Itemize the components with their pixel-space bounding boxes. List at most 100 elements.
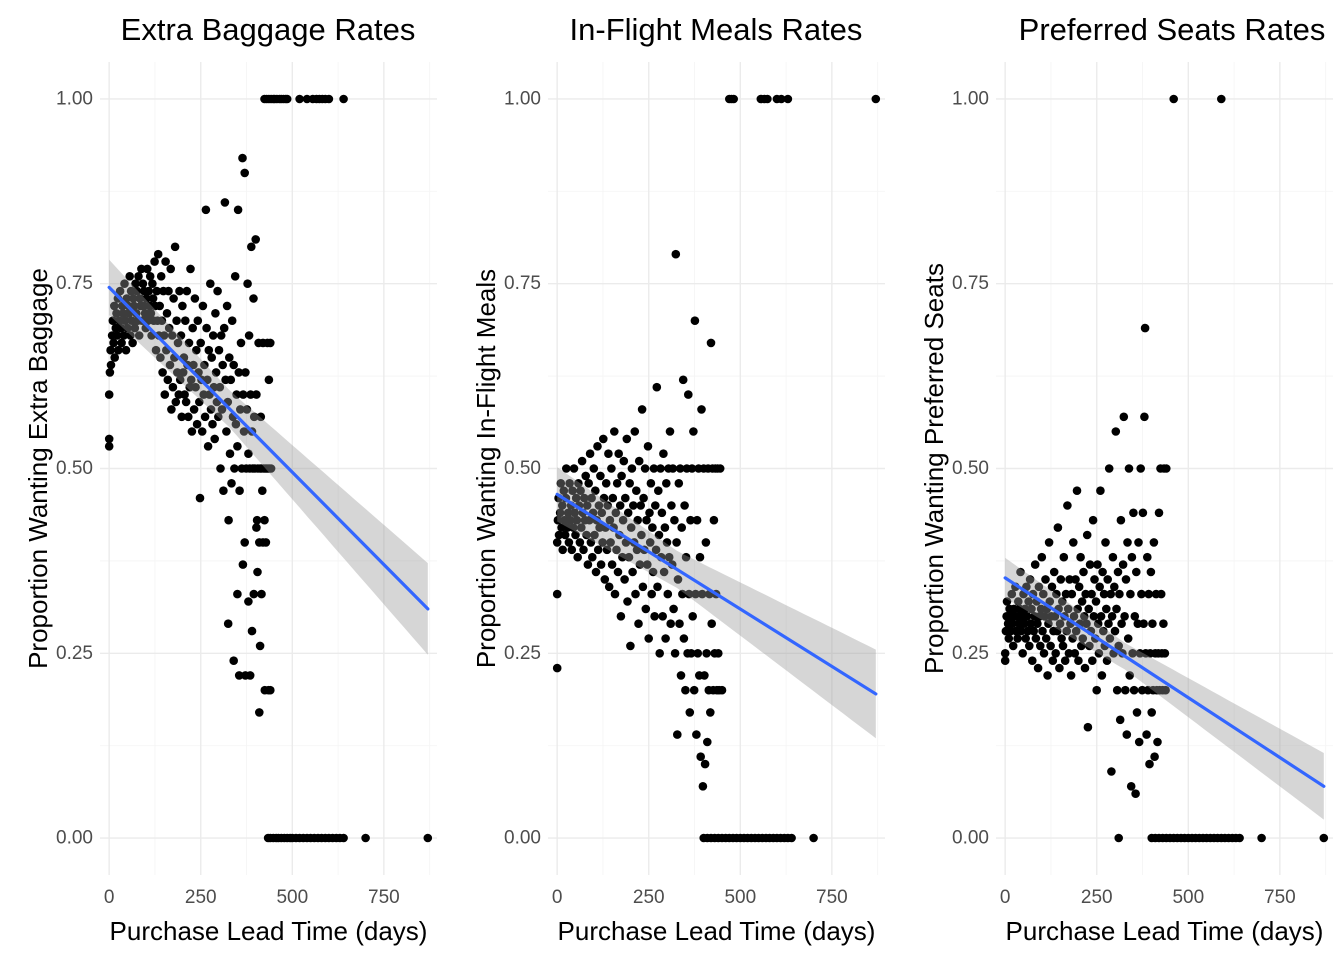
data-point xyxy=(245,671,255,680)
data-point xyxy=(258,538,268,547)
data-point xyxy=(167,405,176,414)
data-point xyxy=(698,782,708,791)
data-point xyxy=(1132,708,1142,717)
data-point xyxy=(206,279,215,289)
data-point xyxy=(1027,604,1036,614)
data-point xyxy=(618,552,627,562)
data-point xyxy=(642,515,651,525)
y-tick-label: 0.50 xyxy=(952,458,989,479)
data-point xyxy=(777,94,786,104)
data-point xyxy=(645,538,655,547)
data-point xyxy=(1069,538,1078,547)
data-point xyxy=(648,523,657,532)
data-point xyxy=(110,353,119,362)
data-point xyxy=(576,486,585,496)
data-point xyxy=(715,464,725,473)
data-point xyxy=(620,575,629,584)
data-point xyxy=(662,538,672,547)
data-point xyxy=(673,575,683,584)
data-point xyxy=(1156,589,1166,599)
x-tick-label: 250 xyxy=(185,887,217,908)
data-point xyxy=(692,515,702,525)
data-point xyxy=(1126,782,1136,791)
data-point xyxy=(231,419,241,429)
data-point xyxy=(176,331,186,340)
data-point xyxy=(1044,538,1054,547)
data-point xyxy=(1033,663,1043,673)
data-point xyxy=(1125,671,1134,680)
x-tick-label: 0 xyxy=(1000,887,1011,908)
data-point xyxy=(1008,619,1017,628)
data-point xyxy=(555,508,565,518)
y-tick-label: 1.00 xyxy=(56,88,93,109)
data-point xyxy=(1114,641,1123,651)
data-point xyxy=(1106,589,1115,599)
data-point xyxy=(575,538,585,547)
data-point xyxy=(255,641,265,651)
data-point xyxy=(702,649,711,658)
data-point xyxy=(626,641,635,651)
data-point xyxy=(1142,730,1151,739)
data-point xyxy=(239,427,249,436)
data-point xyxy=(1119,412,1129,422)
data-point xyxy=(649,464,659,473)
data-point xyxy=(109,338,118,348)
data-point xyxy=(598,538,607,547)
data-point xyxy=(600,575,610,584)
scatter-points xyxy=(1000,94,1329,843)
data-point xyxy=(608,493,618,503)
data-point xyxy=(1138,508,1148,518)
data-point xyxy=(129,294,138,303)
data-point xyxy=(1094,649,1104,658)
data-point xyxy=(1085,560,1095,569)
x-tick-label: 250 xyxy=(633,887,665,908)
data-point xyxy=(717,685,727,695)
data-point xyxy=(1101,538,1110,547)
data-point xyxy=(226,375,236,385)
data-point xyxy=(689,685,699,695)
data-point xyxy=(1079,567,1088,577)
data-point xyxy=(687,464,697,473)
data-point xyxy=(1024,597,1033,606)
data-point xyxy=(688,612,697,621)
data-point xyxy=(588,552,597,562)
data-point xyxy=(1148,619,1157,628)
data-point xyxy=(690,316,700,326)
data-point xyxy=(604,449,613,459)
data-point xyxy=(186,264,195,274)
data-point xyxy=(1057,634,1066,643)
data-point xyxy=(1103,575,1112,584)
y-axis-label: Proportion Wanting Preferred Seats xyxy=(919,263,949,674)
data-point xyxy=(643,560,652,569)
data-point xyxy=(573,552,582,562)
data-point xyxy=(225,353,234,362)
data-point xyxy=(152,286,162,296)
data-point xyxy=(1105,634,1115,643)
data-point xyxy=(696,752,705,761)
data-point xyxy=(1040,612,1049,621)
data-point xyxy=(182,286,192,296)
data-point xyxy=(574,479,583,488)
confidence-band xyxy=(557,467,876,739)
data-point xyxy=(660,523,670,532)
data-point xyxy=(634,619,643,628)
data-point xyxy=(1128,649,1137,658)
data-point xyxy=(202,323,211,333)
panel-title: Extra Baggage Rates xyxy=(121,12,416,47)
data-point xyxy=(1134,538,1143,547)
data-point xyxy=(599,434,608,444)
data-point xyxy=(610,427,619,436)
data-point xyxy=(697,405,706,414)
data-point xyxy=(571,493,581,503)
data-point xyxy=(680,501,689,510)
data-point xyxy=(663,589,673,599)
data-point xyxy=(1134,737,1144,747)
data-point xyxy=(676,671,686,680)
data-point xyxy=(252,515,262,525)
data-point xyxy=(606,538,615,547)
data-point xyxy=(145,272,155,281)
data-point xyxy=(628,567,637,577)
data-point xyxy=(635,560,645,569)
data-point xyxy=(631,589,640,599)
data-point xyxy=(693,649,703,658)
